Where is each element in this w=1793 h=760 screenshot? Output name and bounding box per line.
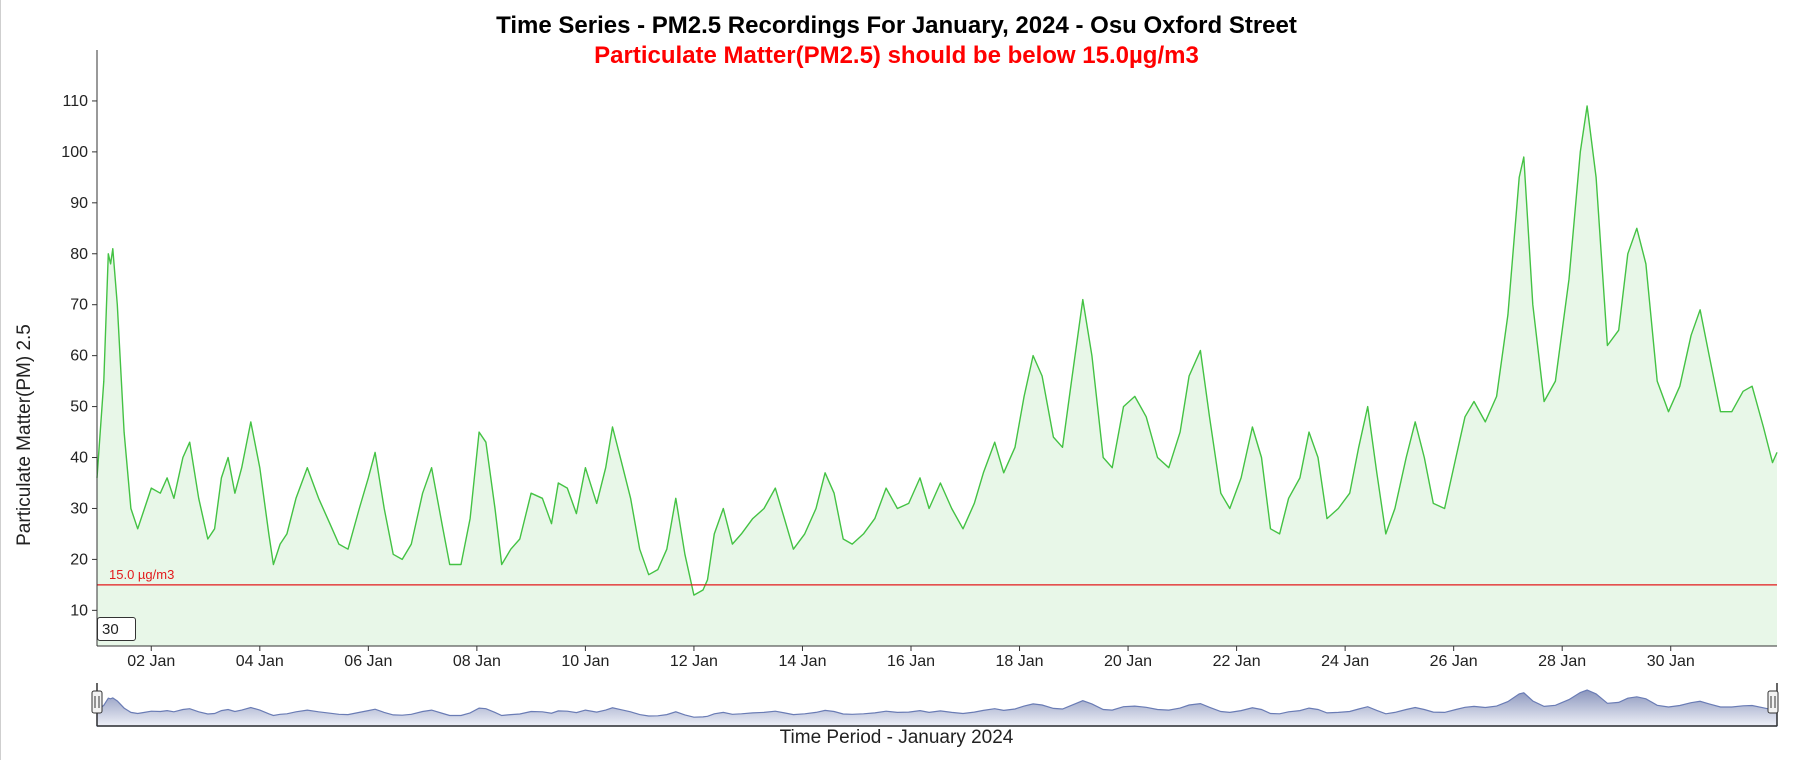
x-tick-label: 06 Jan xyxy=(344,653,392,670)
navigator-right-handle[interactable] xyxy=(1767,690,1779,714)
x-tick-label: 18 Jan xyxy=(996,653,1044,670)
x-tick-label: 04 Jan xyxy=(236,653,284,670)
x-tick-label: 02 Jan xyxy=(127,653,175,670)
y-tick-label: 10 xyxy=(70,602,88,619)
main-plot: 15.0 µg/m3 10 20 30 40 50 60 70 80 90 100 110 02 Jan… xyxy=(61,50,1778,670)
chart-title: Time Series - PM2.5 Recordings For Janua… xyxy=(496,12,1297,39)
y-tick-label: 80 xyxy=(70,246,88,263)
x-tick-label: 26 Jan xyxy=(1430,653,1478,670)
y-tick-label: 60 xyxy=(70,348,88,365)
y-tick-label: 70 xyxy=(70,297,88,314)
y-tick-label: 30 xyxy=(70,500,88,517)
x-tick-label: 10 Jan xyxy=(561,653,609,670)
navigator-left-handle[interactable] xyxy=(91,690,103,714)
y-tick-label: 110 xyxy=(62,93,88,110)
x-tick-label: 22 Jan xyxy=(1213,653,1261,670)
y-tick-label: 40 xyxy=(70,450,88,467)
y-tick-label: 90 xyxy=(70,195,88,212)
x-axis-label: Time Period - January 2024 xyxy=(779,727,1014,748)
x-tick-label: 14 Jan xyxy=(778,653,826,670)
threshold-label: 15.0 µg/m3 xyxy=(109,567,174,582)
series-area-fill xyxy=(97,106,1777,646)
handle-body xyxy=(91,690,103,714)
x-tick-label: 24 Jan xyxy=(1321,653,1369,670)
y-tick-label: 50 xyxy=(70,399,88,416)
x-tick-label: 16 Jan xyxy=(887,653,935,670)
navigator-area xyxy=(96,689,1778,727)
page-border xyxy=(0,0,1,760)
y-tick-label: 100 xyxy=(61,144,88,161)
x-tick-label: 28 Jan xyxy=(1538,653,1586,670)
x-tick-label: 08 Jan xyxy=(453,653,501,670)
rolling-window-input[interactable]: 30 xyxy=(97,617,136,641)
y-tick-label: 20 xyxy=(70,551,88,568)
chart-subtitle: Particulate Matter(PM2.5) should be belo… xyxy=(594,42,1199,69)
x-tick-label: 12 Jan xyxy=(670,653,718,670)
x-tick-label: 20 Jan xyxy=(1104,653,1152,670)
handle-body xyxy=(1767,690,1779,714)
navigator[interactable] xyxy=(91,683,1779,727)
x-tick-label: 30 Jan xyxy=(1647,653,1695,670)
